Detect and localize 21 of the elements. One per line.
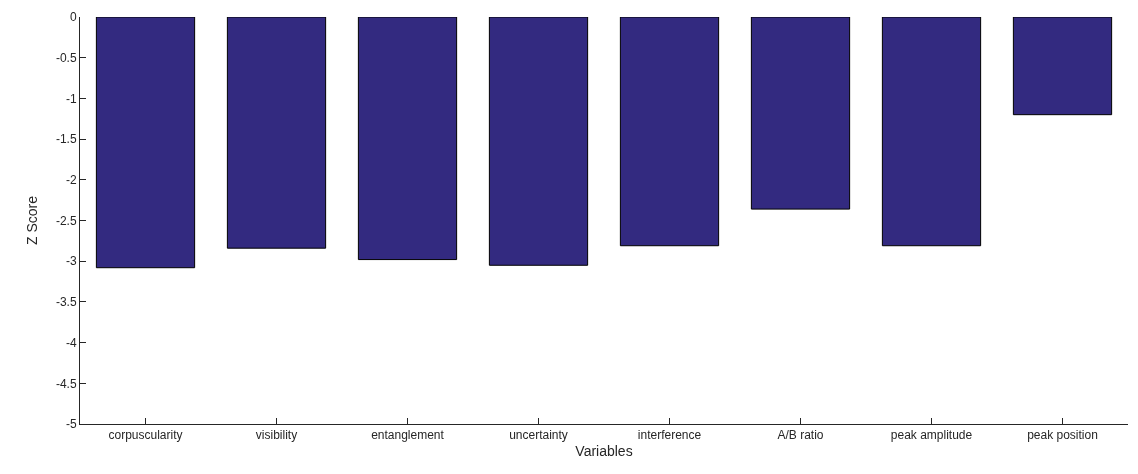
y-tick-label: -1.5 xyxy=(55,132,77,147)
x-tick-label: peak position xyxy=(1027,428,1098,443)
y-tick-label: -4.5 xyxy=(55,376,77,391)
y-tick-label: -4 xyxy=(65,335,77,350)
x-tick-label: visibility xyxy=(255,428,298,443)
y-tick-label: -1 xyxy=(65,91,77,106)
x-tick-label: uncertainty xyxy=(509,428,568,443)
y-tick-label: -2.5 xyxy=(55,213,77,228)
y-tick-label: -0.5 xyxy=(55,50,77,65)
x-tick-label: peak amplitude xyxy=(890,428,973,443)
y-tick-label: -3 xyxy=(65,254,77,269)
y-tick-label: -3.5 xyxy=(55,295,77,310)
y-axis-title: Z Score xyxy=(23,195,40,246)
x-tick-label: A/B ratio xyxy=(777,428,824,443)
y-tick-label: -5 xyxy=(65,417,77,432)
x-tick-label: entanglement xyxy=(371,428,445,443)
y-tick-label: -2 xyxy=(65,173,77,187)
y-tick-label: 0 xyxy=(69,10,77,25)
x-tick-label: corpuscularity xyxy=(108,428,183,443)
x-tick-label: interference xyxy=(637,428,702,443)
x-axis-title: Variables xyxy=(575,442,633,459)
